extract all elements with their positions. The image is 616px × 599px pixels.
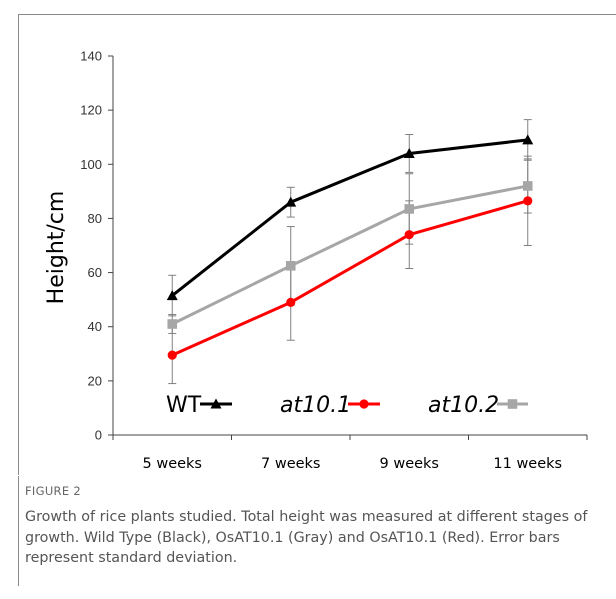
data-point-at10-2 (285, 261, 296, 271)
data-point-at10-2 (522, 181, 533, 191)
data-point-WT (403, 147, 415, 158)
data-point-WT (285, 196, 297, 207)
legend: WT at10.1 at10.2 (166, 393, 528, 418)
x-tick-label: 9 weeks (380, 456, 440, 472)
series-markers (166, 134, 534, 360)
x-tick-label: 11 weeks (493, 456, 562, 472)
caption-rule (18, 476, 19, 586)
height-line-chart: 0 20 40 60 80 100 120 140 5 weeks 7 weeks 9 weeks 1… (44, 49, 588, 472)
y-tick-label: 60 (88, 265, 102, 280)
data-point-at10-2 (167, 319, 178, 329)
y-tick-label: 120 (80, 103, 102, 118)
figure-frame (18, 14, 616, 475)
y-tick-label: 40 (88, 319, 102, 334)
data-point-at10-1 (286, 297, 296, 307)
x-tick-label: 7 weeks (261, 456, 321, 472)
figure-label: FIGURE 2 (25, 484, 81, 498)
figure-caption: Growth of rice plants studied. Total hei… (25, 509, 588, 566)
series-line-at10-1 (171, 199, 529, 357)
x-tick-label: 5 weeks (143, 456, 203, 472)
y-tick-label: 80 (88, 211, 102, 226)
series-line-at10-2 (171, 184, 529, 326)
y-axis-label: Height/cm (44, 191, 69, 305)
data-point-WT (522, 134, 534, 145)
data-point-at10-1 (523, 196, 533, 206)
data-point-WT (166, 290, 178, 301)
legend-marker-at10-2 (507, 399, 518, 409)
legend-marker-WT (210, 398, 222, 409)
legend-label-WT: WT (166, 393, 202, 418)
series-line-WT (171, 138, 528, 297)
data-point-at10-2 (404, 204, 415, 214)
y-tick-label: 140 (80, 49, 102, 64)
data-point-at10-1 (167, 350, 177, 360)
legend-label-at10-1: at10.1 (280, 393, 351, 418)
legend-marker-at10-1 (359, 399, 369, 409)
error-bars (168, 119, 532, 385)
chart-axes: 0 20 40 60 80 100 120 140 5 weeks 7 weeks 9 weeks 1… (44, 49, 588, 472)
legend-label-at10-2: at10.2 (428, 393, 499, 418)
y-tick-label: 0 (95, 428, 102, 443)
series-lines (171, 138, 529, 357)
y-tick-label: 20 (88, 373, 102, 388)
data-point-at10-1 (404, 230, 414, 240)
y-tick-label: 100 (80, 157, 102, 172)
